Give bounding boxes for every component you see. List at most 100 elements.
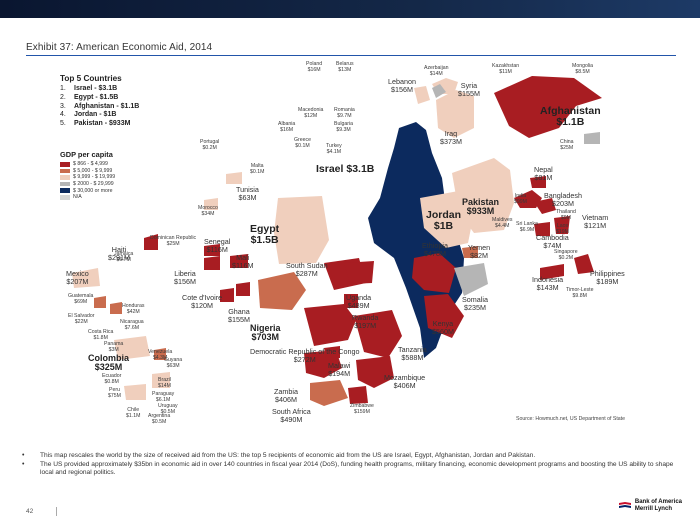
label-guyana: Guyana $63M <box>164 357 183 369</box>
logo-line2: Merrill Lynch <box>634 506 672 512</box>
label-iraq: Iraq $373M <box>440 129 462 146</box>
label-rwanda: Rwanda $197M <box>352 313 379 330</box>
label-venezuela: Venezuela $4.3M <box>148 349 173 361</box>
shape-indonesia <box>540 264 564 280</box>
label-mexico: Mexico $207M <box>66 269 89 286</box>
label-turkey: Turkey $4.1M <box>326 143 342 155</box>
logo-line1: Bank of America <box>634 499 682 505</box>
label-nigeria: Nigeria $703M <box>250 323 281 343</box>
shape-uganda <box>344 261 374 284</box>
label-egypt: Egypt $1.5B <box>250 223 280 246</box>
label-senegal: Senegal $116M <box>204 237 231 254</box>
legend-item: $ 30,000 or more <box>60 187 115 194</box>
label-nicaragua: Nicaragua $7.6M <box>120 319 144 331</box>
label-kazakhstan: Kazakhstan $11M <box>492 63 520 75</box>
shape-ethiopia <box>412 253 456 293</box>
label-zambia: Zambia $406M <box>274 387 298 404</box>
shape-iraq <box>436 90 474 138</box>
shape-ghana <box>236 282 250 296</box>
label-morocco: Morocco $34M <box>198 205 218 217</box>
shape-rwanda <box>344 294 358 308</box>
map-shapes <box>72 76 602 406</box>
shape-liberia <box>204 256 220 270</box>
shape-southafrica <box>310 380 348 406</box>
label-chile: Chile $1.1M <box>126 407 141 419</box>
country-shapes <box>72 76 602 406</box>
shape-guatemala <box>94 296 106 308</box>
bullet-item: This map rescales the world by the size … <box>22 452 682 461</box>
label-pakistan: Pakistan $933M <box>462 197 500 217</box>
label-somalia: Somalia $235M <box>462 295 488 312</box>
label-india: India $99M <box>514 193 527 205</box>
label-malta: Malta $0.1M <box>250 163 265 175</box>
shape-cambodia <box>534 222 550 236</box>
label-guatemala: Guatemala $69M <box>68 293 94 305</box>
shape-colombia <box>114 336 150 360</box>
label-srilanka: Sri Lanka $6.9M <box>516 221 538 233</box>
label-uganda: Uganda $489M <box>346 293 372 310</box>
label-ecuador: Ecuador $0.8M <box>102 373 122 385</box>
page-number: 42 <box>26 508 34 515</box>
label-zimbabwe: Zimbabwe $159M <box>350 403 374 415</box>
label-southafrica: South Africa $490M <box>272 407 311 424</box>
label-ethiopia: Ethiopia $478M <box>422 241 448 258</box>
legend-item: $ 2000 - $ 29,999 <box>60 181 115 188</box>
label-cotedivoire: Cote d'Ivoire $120M <box>182 293 223 310</box>
footer-divider <box>56 507 57 516</box>
legend-item: $ 9,999 - $ 19,999 <box>60 174 115 181</box>
label-timorleste: Timor-Leste $9.8M <box>566 287 594 299</box>
label-jamaica: Jamaica $6.7M <box>114 251 134 263</box>
label-poland: Poland $16M <box>306 61 323 73</box>
shape-afghanistan <box>494 76 602 138</box>
top5-item: 2. Egypt - $1.5B <box>60 93 119 101</box>
label-greece: Greece $0.1M <box>294 137 312 149</box>
shape-mali <box>230 254 248 268</box>
bullet-list: This map rescales the world by the size … <box>22 452 682 478</box>
label-kenya: Kenya $560M <box>432 319 454 336</box>
label-vietnam: Vietnam $121M <box>582 213 609 230</box>
label-drc: Democratic Republic of the Congo $272M <box>250 347 360 364</box>
legend-item: $ 5,000 - $ 9,999 <box>60 168 115 175</box>
label-panama: Panama $3M <box>104 341 124 353</box>
exhibit-title: Exhibit 37: American Economic Aid, 2014 <box>26 42 213 53</box>
label-lebanon: Lebanon $156M <box>388 77 416 94</box>
shape-guyana <box>154 348 166 360</box>
shape-zimbabwe <box>348 386 368 404</box>
label-bulgaria: Bulgaria $9.3M <box>334 121 354 133</box>
legend-item: N/A <box>60 194 115 201</box>
label-malawi: Malawi $194M <box>328 361 351 378</box>
label-peru: Peru $75M <box>108 387 121 399</box>
shape-china <box>584 132 600 144</box>
bank-logo: Bank of America Merrill Lynch <box>618 499 682 513</box>
label-costarica: Costa Rica $1.8M <box>88 329 114 341</box>
shape-pakistan <box>452 158 514 233</box>
label-belarus: Belarus $13M <box>336 61 354 73</box>
shape-yemen <box>462 246 478 258</box>
label-jordan: Jordan $1B <box>426 209 462 232</box>
top5-item: 4. Jordan - $1B <box>60 111 117 119</box>
shape-somalia <box>454 263 488 296</box>
label-uruguay: Uruguay $0.5M <box>158 403 178 415</box>
label-mali: Mali $116M <box>232 253 254 270</box>
legend-item: $ 866 - $ 4,999 <box>60 161 115 168</box>
label-tunisia: Tunisia $63M <box>236 185 259 202</box>
shape-morocco <box>204 198 218 210</box>
shape-mozambique <box>356 356 394 388</box>
label-romania: Romania $9.7M <box>334 107 355 119</box>
shape-nigeria <box>258 272 306 310</box>
label-laos: Laos $19M <box>556 223 569 235</box>
source-note: Source: Howmuch.net, US Department of St… <box>516 416 625 422</box>
label-maldives: Maldives $4.4M <box>492 217 513 229</box>
shape-bangladesh <box>534 198 556 214</box>
shape-vietnam <box>554 216 570 234</box>
gdp-legend: GDP per capita $ 866 - $ 4,999 $ 5,000 -… <box>60 150 115 201</box>
aid-map: Top 5 Countries 1. Israel - $3.1B 2. Egypt… <box>54 58 634 428</box>
shape-haiti <box>144 234 158 250</box>
label-paraguay: Paraguay $6.1M <box>152 391 175 403</box>
header-band <box>0 0 700 18</box>
top5-item: 3. Afghanistan - $1.1B <box>60 102 140 110</box>
label-brazil: Brazil $14M <box>158 377 171 389</box>
top5-item: 5. Pakistan - $933M <box>60 120 131 128</box>
label-syria: Syria $155M <box>458 81 480 98</box>
label-singapore: Singapore $0.2M <box>554 249 578 261</box>
